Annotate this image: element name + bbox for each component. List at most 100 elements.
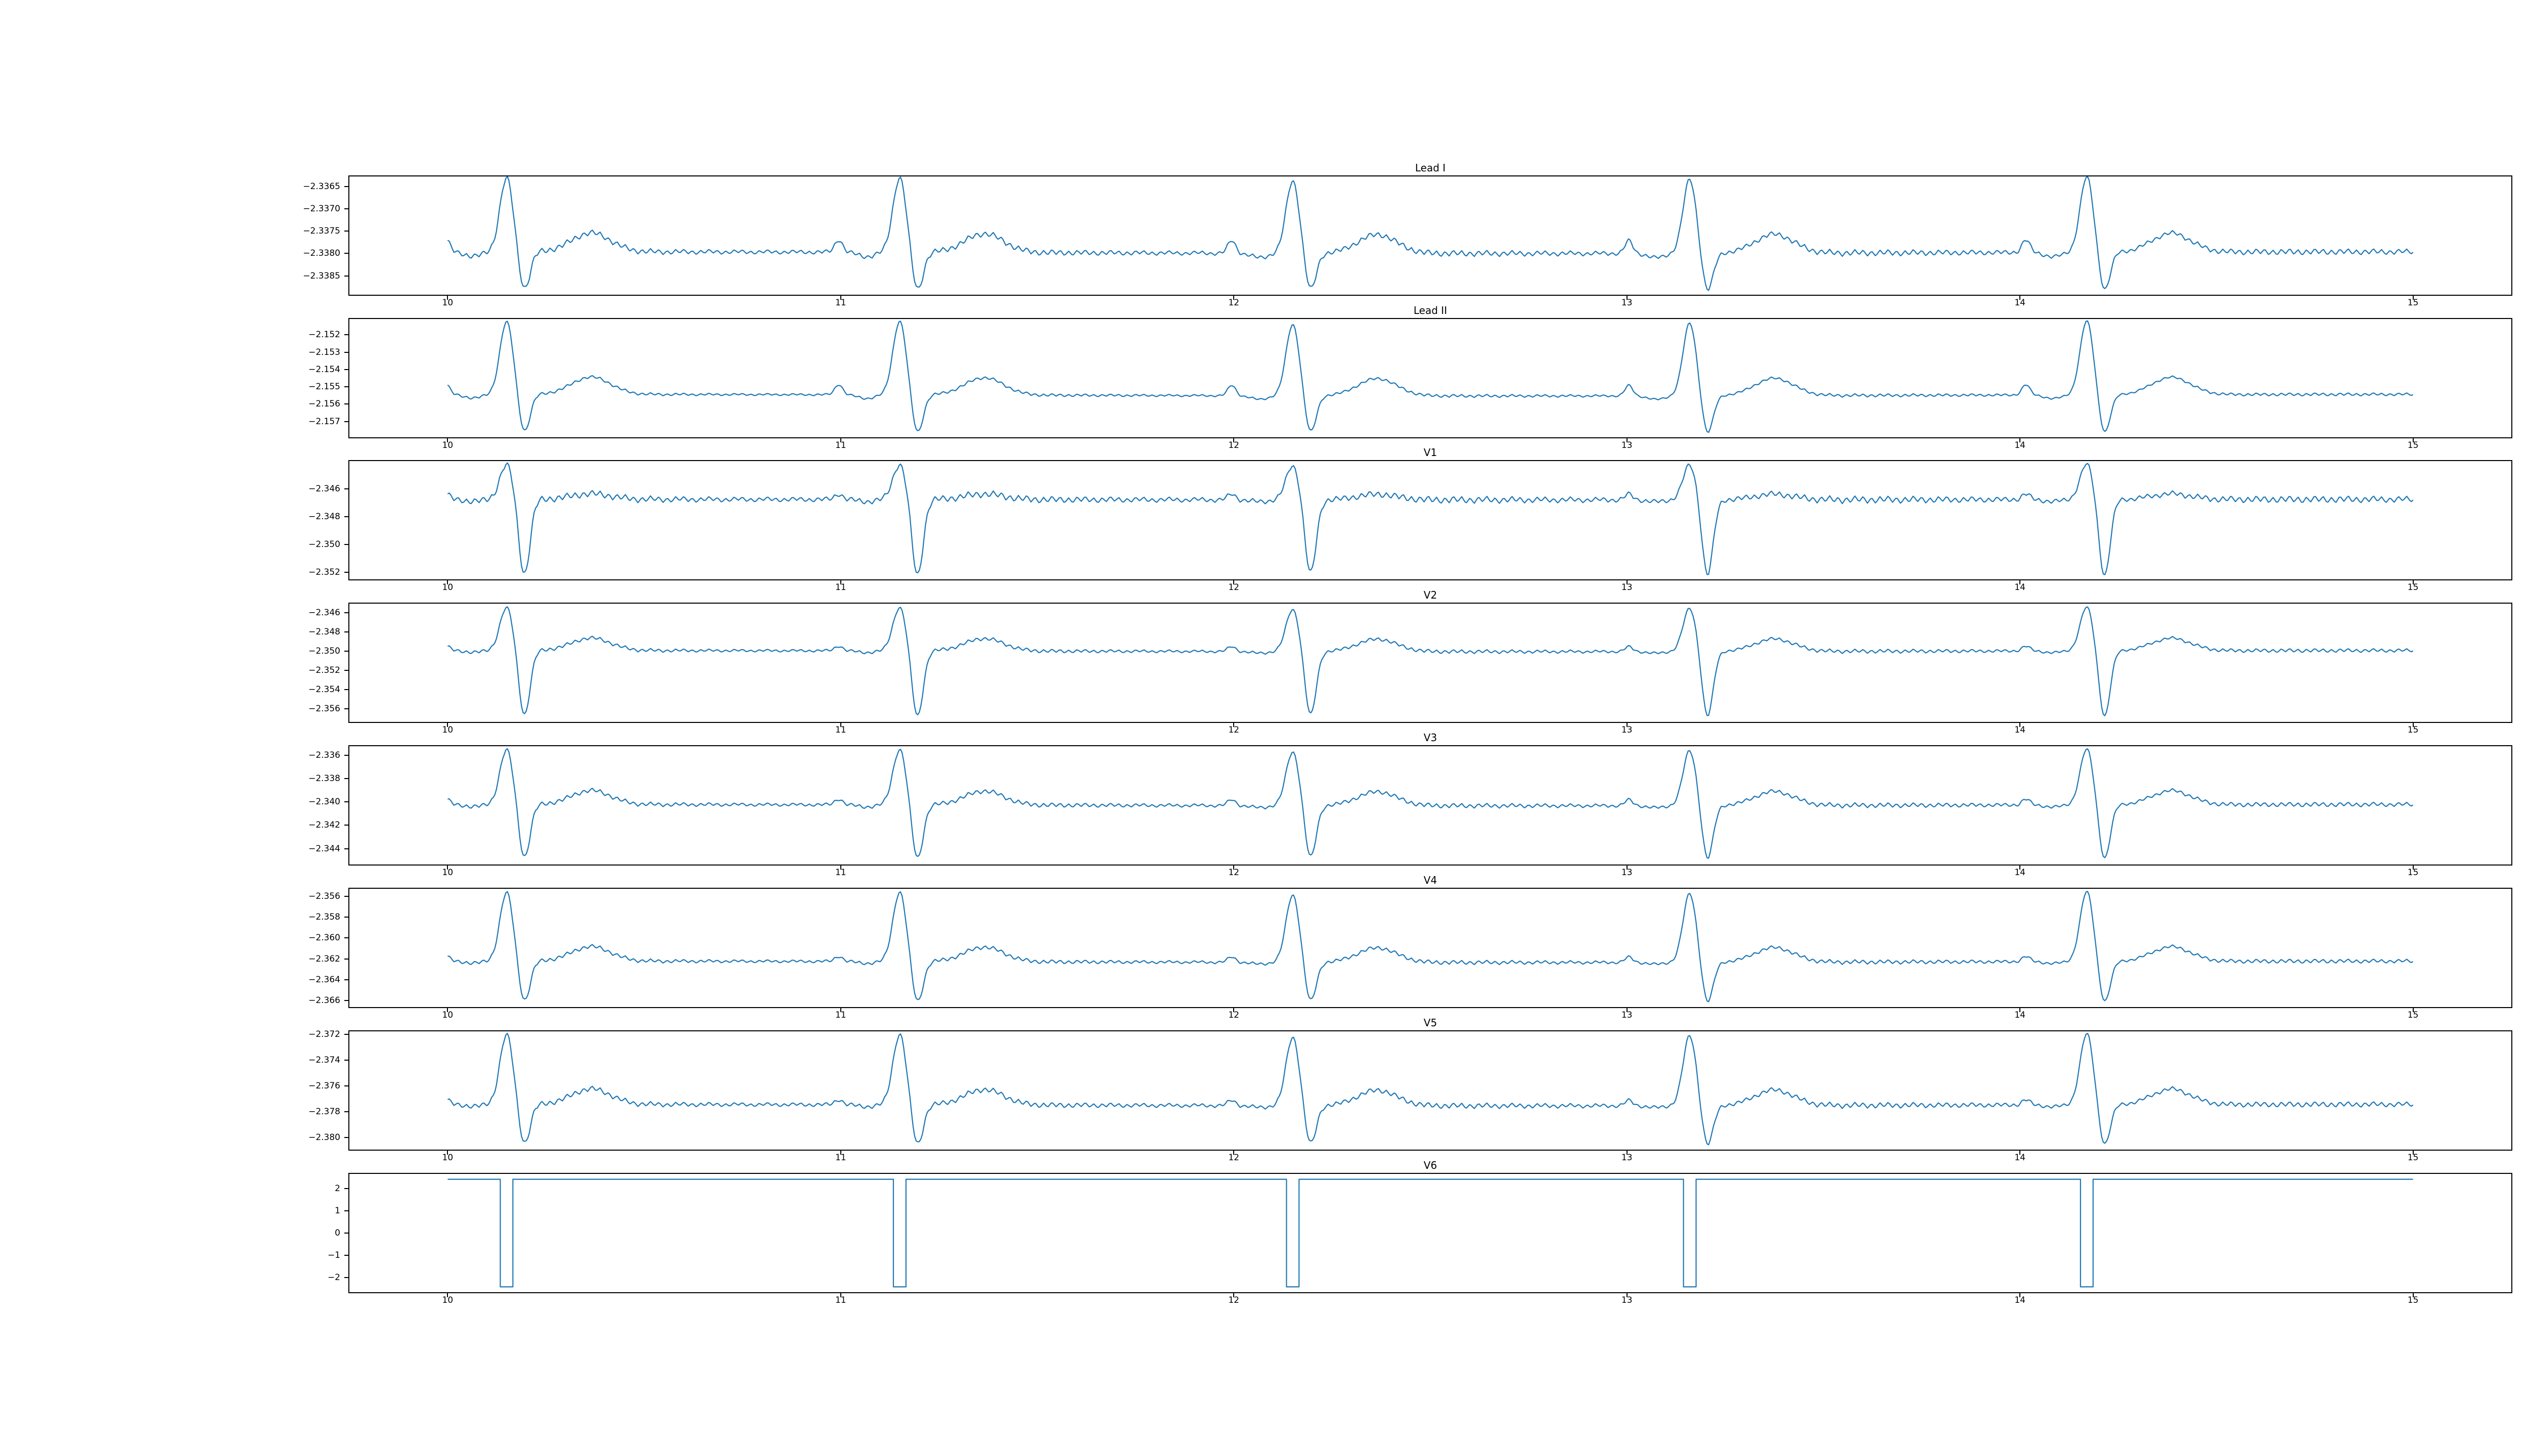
- y-tick-mark: [344, 937, 348, 939]
- x-tick-label: 13: [1621, 298, 1633, 308]
- x-tick-mark: [1626, 1008, 1628, 1012]
- x-tick-mark: [2019, 1293, 2021, 1297]
- x-tick-mark: [447, 1151, 448, 1155]
- x-tick-mark: [2412, 1293, 2414, 1297]
- y-tick-label: −2.354: [308, 685, 340, 695]
- x-tick-label: 11: [835, 582, 846, 593]
- y-tick-label: −2.346: [308, 483, 340, 494]
- y-tick-label: −2.340: [308, 797, 340, 807]
- x-tick-mark: [840, 580, 841, 584]
- waveform-svg-v2: [447, 606, 2414, 716]
- y-tick-label: −2.3365: [303, 181, 340, 192]
- x-tick-label: 10: [442, 298, 454, 308]
- x-tick-label: 14: [2014, 725, 2025, 735]
- y-tick-label: −2: [327, 1272, 340, 1283]
- y-tick-label: −2.356: [308, 704, 340, 714]
- y-tick-label: −2.157: [308, 416, 340, 427]
- y-tick-mark: [344, 708, 348, 710]
- x-tick-mark: [1233, 580, 1235, 584]
- subplot-title-v1: V1: [1423, 446, 1437, 459]
- y-tick-label: −1: [327, 1250, 340, 1261]
- x-tick-mark: [2019, 438, 2021, 442]
- y-tick-label: −2.153: [308, 347, 340, 357]
- x-tick-mark: [2412, 438, 2414, 442]
- subplot-title-lead-i: Lead I: [1415, 162, 1446, 174]
- x-tick-label: 11: [835, 1295, 846, 1305]
- waveform-svg-v3: [447, 748, 2414, 859]
- x-tick-mark: [840, 1151, 841, 1155]
- y-tick-label: −2.3380: [303, 248, 340, 259]
- x-tick-mark: [1626, 866, 1628, 870]
- waveform-svg-v5: [447, 1032, 2414, 1146]
- y-tick-mark: [344, 1000, 348, 1002]
- y-tick-label: −2.336: [308, 750, 340, 760]
- waveform-svg-lead-ii: [447, 320, 2414, 433]
- x-tick-mark: [2019, 1008, 2021, 1012]
- y-tick-label: 1: [335, 1206, 340, 1216]
- y-tick-mark: [344, 572, 348, 573]
- x-tick-mark: [2019, 866, 2021, 870]
- x-tick-label: 14: [2014, 1010, 2025, 1020]
- x-tick-label: 15: [2407, 1153, 2419, 1163]
- x-tick-label: 11: [835, 868, 846, 878]
- ecg-trace-v4: [447, 891, 2414, 1003]
- x-tick-mark: [447, 296, 448, 300]
- x-tick-mark: [1626, 296, 1628, 300]
- x-tick-label: 13: [1621, 582, 1633, 593]
- waveform-svg-lead-i: [447, 176, 2414, 291]
- x-tick-label: 15: [2407, 440, 2419, 450]
- x-tick-label: 12: [1228, 1153, 1240, 1163]
- x-tick-mark: [2019, 580, 2021, 584]
- x-tick-mark: [2412, 296, 2414, 300]
- plot-area-lead-ii: [348, 318, 2512, 438]
- y-tick-label: −2.350: [308, 539, 340, 550]
- y-tick-label: −2.155: [308, 382, 340, 392]
- y-tick-label: −2.342: [308, 820, 340, 831]
- x-tick-label: 14: [2014, 440, 2025, 450]
- x-tick-mark: [1233, 1151, 1235, 1155]
- subplot-title-v4: V4: [1423, 874, 1437, 886]
- x-tick-mark: [2019, 723, 2021, 727]
- subplot-title-lead-ii: Lead II: [1413, 304, 1448, 316]
- y-tick-label: −2.348: [308, 627, 340, 638]
- y-tick-label: 2: [335, 1184, 340, 1194]
- y-tick-label: −2.380: [308, 1132, 340, 1143]
- y-tick-label: −2.346: [308, 608, 340, 618]
- y-tick-label: −2.348: [308, 511, 340, 522]
- x-tick-mark: [840, 866, 841, 870]
- subplot-title-v3: V3: [1423, 732, 1437, 744]
- y-tick-mark: [344, 801, 348, 803]
- x-tick-mark: [2412, 723, 2414, 727]
- x-tick-label: 12: [1228, 298, 1240, 308]
- y-tick-label: −2.378: [308, 1107, 340, 1117]
- x-tick-mark: [2019, 296, 2021, 300]
- x-tick-mark: [1626, 1151, 1628, 1155]
- y-tick-label: −2.3375: [303, 226, 340, 237]
- x-tick-label: 10: [442, 725, 454, 735]
- ecg-trace-v1: [447, 462, 2414, 575]
- y-tick-label: −2.372: [308, 1029, 340, 1039]
- x-tick-label: 11: [835, 440, 846, 450]
- y-tick-mark: [344, 488, 348, 489]
- x-tick-label: 10: [442, 1153, 454, 1163]
- y-tick-mark: [344, 1210, 348, 1212]
- y-tick-label: −2.366: [308, 995, 340, 1006]
- x-tick-label: 13: [1621, 1010, 1633, 1020]
- y-tick-mark: [344, 1111, 348, 1113]
- plot-area-lead-i: [348, 175, 2512, 296]
- x-tick-mark: [447, 438, 448, 442]
- y-tick-mark: [344, 544, 348, 545]
- ecg-trace-v2: [447, 606, 2414, 716]
- y-tick-label: −2.364: [308, 974, 340, 985]
- ecg-trace-v3: [447, 748, 2414, 859]
- y-tick-label: −2.154: [308, 364, 340, 375]
- y-tick-mark: [344, 253, 348, 254]
- waveform-svg-v1: [447, 462, 2414, 575]
- plot-area-v6: [348, 1173, 2512, 1293]
- plot-area-v4: [348, 888, 2512, 1008]
- y-tick-mark: [344, 651, 348, 652]
- y-tick-mark: [344, 334, 348, 336]
- y-tick-mark: [344, 979, 348, 980]
- x-tick-mark: [2412, 580, 2414, 584]
